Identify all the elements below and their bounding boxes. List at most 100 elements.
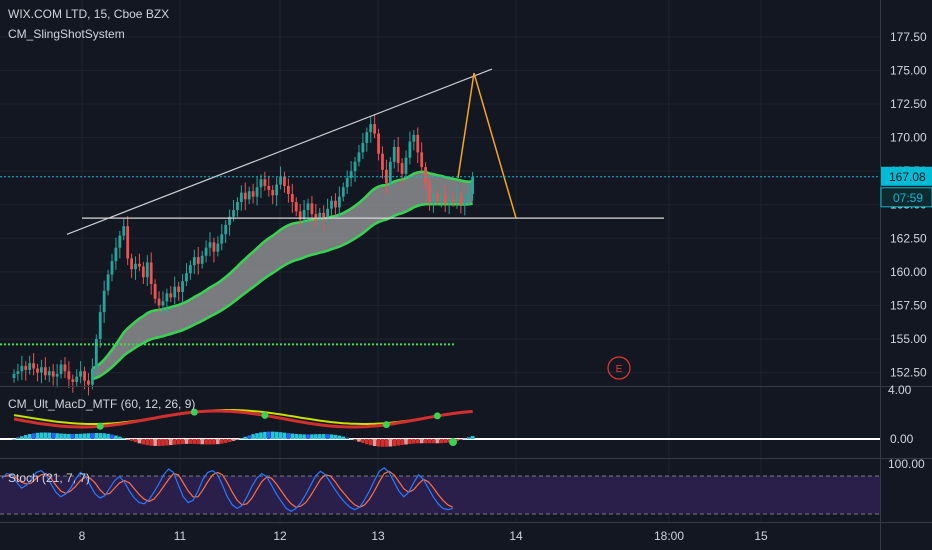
macd-histogram-bar — [325, 434, 330, 439]
macd-histogram-bar — [16, 437, 20, 439]
candle-body — [75, 376, 79, 382]
candle-body — [251, 191, 255, 197]
candle-body — [67, 371, 71, 380]
macd-histogram-bar — [78, 433, 83, 439]
macd-histogram-bar — [43, 432, 48, 439]
macd-histogram-bar — [455, 439, 459, 441]
macd-histogram-bar — [282, 432, 287, 439]
macd-histogram-bar — [365, 439, 369, 445]
macd-histogram-bar — [176, 439, 181, 445]
candle-body — [114, 247, 118, 262]
candle-body — [357, 152, 361, 162]
macd-histogram-bar — [404, 439, 408, 445]
candle-body — [55, 373, 59, 377]
candle-body — [83, 371, 86, 381]
candle-body — [381, 153, 384, 170]
macd-histogram-bar — [39, 432, 44, 439]
macd-histogram-bar — [345, 437, 349, 439]
candle-body — [404, 157, 408, 174]
candle-body — [157, 298, 161, 306]
macd-axis-tick: 0.00 — [890, 432, 914, 446]
candle-body — [283, 176, 286, 186]
candle-body — [247, 191, 251, 200]
candle-body — [310, 203, 314, 215]
price-axis-tick: 170.00 — [890, 131, 927, 145]
macd-histogram-bar — [408, 439, 412, 444]
candle-body — [396, 146, 400, 164]
macd-histogram-bar — [188, 439, 193, 444]
macd-histogram-bar — [337, 435, 342, 439]
event-marker-circle — [607, 356, 631, 380]
candle-body — [455, 196, 459, 203]
macd-histogram-bar — [192, 439, 197, 444]
candle-body — [169, 293, 173, 298]
stoch-band-fill — [0, 476, 880, 514]
candle-body — [43, 367, 47, 376]
macd-histogram-bar — [412, 439, 416, 444]
candle-body — [279, 176, 282, 185]
macd-histogram-bar — [137, 439, 142, 444]
candle-body — [330, 200, 333, 209]
macd-histogram-bar — [255, 433, 259, 439]
candle-body — [189, 265, 192, 274]
candle-body — [424, 167, 427, 184]
macd-histogram-bar — [443, 439, 447, 443]
macd-histogram-bar — [310, 434, 314, 439]
candle-body — [435, 193, 439, 201]
macd-cross-dot — [190, 408, 198, 416]
macd-histogram-bar — [27, 434, 32, 439]
macd-histogram-bar — [106, 433, 110, 439]
countdown-box — [880, 187, 932, 208]
candle-body — [349, 171, 353, 178]
candle-body — [255, 187, 259, 197]
candle-body — [361, 142, 365, 153]
macd-cross-dot — [382, 421, 390, 429]
macd-line — [13, 409, 473, 429]
price-axis-tick: 162.50 — [890, 231, 927, 245]
candle-body — [122, 226, 126, 236]
candle-body — [126, 226, 130, 259]
price-axis-tick: 175.00 — [890, 63, 927, 77]
price-axis-tick: 157.50 — [890, 298, 927, 312]
macd-histogram-bar — [102, 433, 106, 439]
candle-body — [400, 163, 404, 174]
candle-body — [87, 380, 90, 385]
macd-histogram-bar — [263, 431, 267, 439]
candle-body — [161, 301, 165, 306]
macd-histogram-bar — [247, 435, 251, 439]
stoch-d-line — [1, 470, 454, 508]
macd-label: CM_Ult_MacD_MTF (60, 12, 26, 9) — [8, 397, 196, 411]
candle-body — [79, 371, 83, 377]
macd-histogram-bar — [357, 439, 361, 442]
candle-body — [345, 177, 349, 188]
macd-histogram-bar — [90, 433, 95, 439]
symbol-title: WIX.COM LTD, 15, Cboe BZX — [8, 7, 170, 21]
macd-histogram-bar — [400, 439, 404, 446]
macd-histogram-bar — [94, 432, 99, 439]
candle-body — [463, 200, 467, 205]
macd-histogram-bar — [172, 439, 177, 445]
candle-body — [153, 283, 157, 299]
macd-histogram-bar — [145, 439, 150, 446]
candle-body — [91, 368, 94, 385]
macd-histogram-bar — [153, 439, 157, 446]
last-price-value: 167.08 — [889, 170, 926, 184]
candle-body — [59, 364, 63, 374]
macd-histogram-bar — [368, 439, 373, 446]
macd-histogram-bar — [243, 436, 248, 439]
macd-histogram-bar — [361, 439, 365, 443]
macd-axis-tick: 4.00 — [888, 383, 912, 397]
macd-histogram-bar — [129, 439, 134, 441]
candle-body — [63, 364, 67, 372]
candle-body — [94, 339, 98, 369]
candle-body — [208, 242, 212, 248]
candle-body — [181, 281, 184, 292]
candle-body — [141, 266, 145, 278]
candle-body — [420, 152, 424, 168]
candle-body — [306, 203, 310, 211]
macd-histogram-bar — [270, 431, 275, 439]
price-axis-tick: 160.00 — [890, 265, 927, 279]
candle-body — [47, 371, 51, 376]
candle-body — [51, 371, 55, 377]
